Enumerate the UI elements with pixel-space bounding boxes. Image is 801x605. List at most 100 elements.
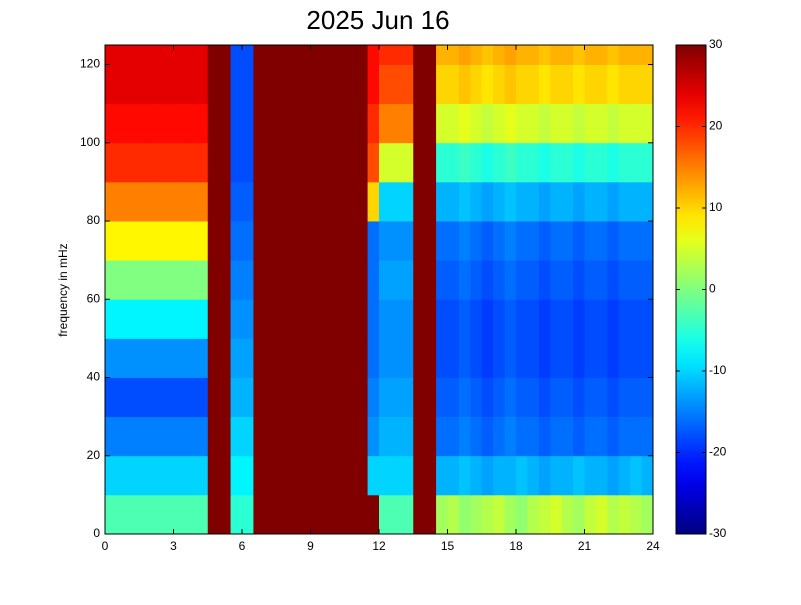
heatmap-cell — [504, 377, 517, 418]
x-tick-label: 3 — [170, 539, 177, 553]
heatmap-cell — [550, 338, 563, 378]
heatmap-cell — [321, 181, 334, 222]
heatmap-cell — [550, 416, 563, 457]
heatmap-cell — [356, 260, 368, 300]
heatmap-cell — [527, 221, 540, 261]
heatmap-cell — [413, 103, 426, 144]
heatmap-cell — [538, 260, 551, 300]
heatmap-cell — [504, 142, 517, 183]
heatmap-cell — [196, 299, 209, 339]
heatmap-cell — [264, 64, 277, 105]
heatmap-cell — [356, 45, 368, 65]
axes: 0 3 6 9 12 15 18 21 24 0 20 40 60 80 100 120 — [80, 44, 660, 553]
heatmap-cell — [253, 338, 266, 378]
heatmap-cell — [390, 181, 403, 222]
heatmap-cell — [493, 299, 505, 339]
heatmap-cell — [264, 103, 277, 144]
heatmap-cell — [390, 260, 403, 300]
heatmap-cell — [527, 181, 540, 222]
heatmap-cell — [196, 377, 209, 418]
heatmap-cell — [105, 181, 117, 222]
heatmap-cell — [527, 260, 540, 300]
heatmap-cell — [379, 416, 391, 457]
heatmap-cell — [253, 142, 266, 183]
heatmap-cell — [321, 64, 334, 105]
heatmap-cell — [561, 181, 574, 222]
heatmap-cell — [595, 142, 608, 183]
heatmap-cell — [401, 142, 414, 183]
heatmap-cell — [481, 221, 494, 261]
heatmap-cell — [253, 45, 266, 65]
heatmap-cell — [630, 45, 642, 65]
heatmap-cell — [287, 338, 300, 378]
heatmap-cell — [618, 455, 631, 496]
heatmap-cell — [139, 338, 152, 378]
heatmap-cell — [310, 142, 323, 183]
heatmap-cell — [379, 103, 391, 144]
heatmap-cell — [127, 45, 140, 65]
heatmap-cell — [641, 299, 654, 339]
heatmap-cell — [173, 377, 186, 418]
heatmap-cell — [641, 221, 654, 261]
heatmap-cell — [299, 455, 311, 496]
heatmap-cell — [333, 260, 346, 300]
heatmap-cell — [573, 455, 585, 496]
heatmap-cell — [401, 416, 414, 457]
heatmap-cell — [150, 416, 163, 457]
heatmap-cell — [390, 45, 403, 65]
heatmap-cell — [641, 103, 654, 144]
heatmap-cell — [379, 494, 391, 535]
heatmap-cell — [584, 494, 597, 535]
heatmap-cell — [321, 416, 334, 457]
heatmap-cell — [196, 260, 209, 300]
heatmap-cell — [242, 494, 254, 535]
heatmap-cell — [321, 142, 334, 183]
heatmap-cell — [184, 64, 197, 105]
heatmap-cell — [630, 64, 642, 105]
heatmap-cell — [196, 455, 209, 496]
heatmap-cell — [413, 494, 426, 535]
heatmap-cell — [264, 221, 277, 261]
heatmap-cell — [207, 181, 220, 222]
heatmap-cell — [538, 181, 551, 222]
heatmap-cell — [527, 455, 540, 496]
colorbar-tick-label: 30 — [709, 37, 723, 51]
heatmap-cell — [458, 260, 471, 300]
heatmap-cell — [196, 45, 209, 65]
heatmap-cell — [116, 377, 129, 418]
heatmap-cell — [276, 338, 289, 378]
heatmap-cell — [413, 299, 426, 339]
heatmap-cell — [607, 416, 620, 457]
heatmap-cell — [573, 377, 585, 418]
heatmap-cell — [618, 260, 631, 300]
heatmap-cell — [333, 377, 346, 418]
heatmap-cell — [242, 455, 254, 496]
heatmap-cell — [287, 181, 300, 222]
heatmap-cell — [230, 377, 243, 418]
heatmap-cell — [413, 377, 426, 418]
heatmap-cell — [367, 181, 380, 222]
heatmap-cell — [219, 494, 231, 535]
heatmap-cell — [493, 494, 505, 535]
y-tick-label: 40 — [87, 370, 101, 384]
heatmap-cell — [333, 416, 346, 457]
heatmap-cell — [561, 45, 574, 65]
heatmap-cell — [584, 45, 597, 65]
heatmap-cell — [321, 338, 334, 378]
heatmap-cell — [641, 260, 654, 300]
heatmap-cell — [379, 299, 391, 339]
heatmap-cell — [276, 377, 289, 418]
heatmap-cell — [242, 103, 254, 144]
heatmap-cell — [504, 416, 517, 457]
heatmap-cell — [481, 377, 494, 418]
heatmap-cell — [173, 45, 186, 65]
heatmap-cell — [127, 142, 140, 183]
heatmap-cell — [127, 221, 140, 261]
heatmap-cell — [367, 416, 380, 457]
heatmap-cell — [561, 260, 574, 300]
heatmap-cell — [196, 64, 209, 105]
heatmap-cell — [344, 338, 357, 378]
heatmap-cell — [458, 377, 471, 418]
heatmap-cell — [607, 299, 620, 339]
